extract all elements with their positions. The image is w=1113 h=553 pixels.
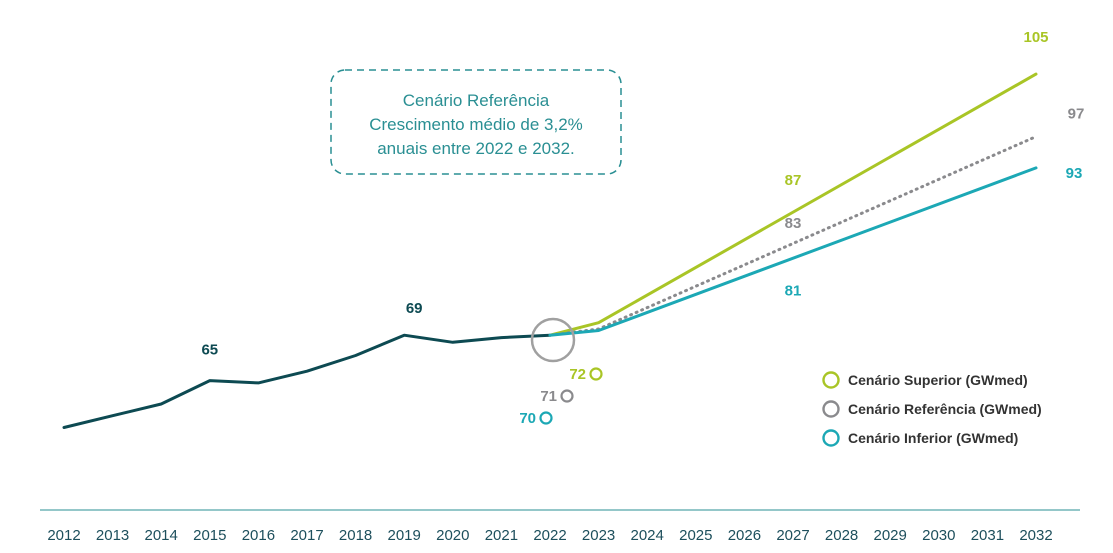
x-tick-2016: 2016 bbox=[242, 527, 275, 544]
data-label-r2032: 97 bbox=[1068, 106, 1085, 123]
start-marker-0 bbox=[589, 367, 603, 381]
x-tick-2029: 2029 bbox=[874, 527, 907, 544]
x-tick-2013: 2013 bbox=[96, 527, 129, 544]
x-tick-2025: 2025 bbox=[679, 527, 712, 544]
x-tick-2024: 2024 bbox=[631, 527, 664, 544]
start-marker-label-2: 70 bbox=[519, 410, 536, 427]
annotation-box: Cenário Referência Crescimento médio de … bbox=[330, 69, 622, 175]
legend-marker-2 bbox=[822, 429, 840, 447]
x-tick-2028: 2028 bbox=[825, 527, 858, 544]
x-tick-2021: 2021 bbox=[485, 527, 518, 544]
x-tick-2023: 2023 bbox=[582, 527, 615, 544]
series-line-2 bbox=[548, 135, 1038, 337]
data-label-s2027: 87 bbox=[785, 172, 802, 189]
x-tick-2020: 2020 bbox=[436, 527, 469, 544]
data-label-r2027: 83 bbox=[785, 215, 802, 232]
x-tick-2018: 2018 bbox=[339, 527, 372, 544]
highlight-circle-2022 bbox=[530, 317, 576, 363]
x-tick-2032: 2032 bbox=[1019, 527, 1052, 544]
data-label-s2032: 105 bbox=[1023, 29, 1048, 46]
legend-marker-0 bbox=[822, 371, 840, 389]
series-line-0 bbox=[62, 333, 552, 429]
x-tick-2014: 2014 bbox=[145, 527, 178, 544]
series-line-1 bbox=[548, 72, 1038, 337]
data-label-h2015: 65 bbox=[201, 342, 218, 359]
data-label-h2019: 69 bbox=[406, 300, 423, 317]
legend-label-1: Cenário Referência (GWmed) bbox=[848, 401, 1042, 417]
x-tick-2031: 2031 bbox=[971, 527, 1004, 544]
data-label-i2027: 81 bbox=[785, 283, 802, 300]
annotation-line-3: anuais entre 2022 e 2032. bbox=[377, 139, 575, 158]
legend-label-0: Cenário Superior (GWmed) bbox=[848, 372, 1028, 388]
start-marker-1 bbox=[560, 389, 574, 403]
start-marker-label-0: 72 bbox=[569, 366, 586, 383]
series-lines bbox=[62, 72, 1038, 429]
x-tick-2026: 2026 bbox=[728, 527, 761, 544]
start-marker-2 bbox=[539, 411, 553, 425]
legend: Cenário Superior (GWmed) Cenário Referênc… bbox=[822, 371, 1042, 447]
x-tick-2022: 2022 bbox=[533, 527, 566, 544]
x-tick-2019: 2019 bbox=[388, 527, 421, 544]
data-labels: 65 69 87 105 83 97 81 93 bbox=[201, 29, 1084, 358]
legend-label-2: Cenário Inferior (GWmed) bbox=[848, 430, 1018, 446]
series-line-3 bbox=[548, 166, 1038, 337]
start-marker-label-1: 71 bbox=[540, 388, 557, 405]
x-tick-2012: 2012 bbox=[47, 527, 80, 544]
x-tick-2015: 2015 bbox=[193, 527, 226, 544]
x-tick-2017: 2017 bbox=[290, 527, 323, 544]
legend-marker-1 bbox=[822, 400, 840, 418]
annotation-line-1: Cenário Referência bbox=[403, 91, 550, 110]
data-label-i2032: 93 bbox=[1066, 165, 1083, 182]
x-tick-2030: 2030 bbox=[922, 527, 955, 544]
x-tick-2027: 2027 bbox=[776, 527, 809, 544]
annotation-line-2: Crescimento médio de 3,2% bbox=[369, 115, 583, 134]
x-axis: 2012 2013 2014 2015 2016 2017 2018 2019 2020 2021… bbox=[47, 527, 1052, 544]
